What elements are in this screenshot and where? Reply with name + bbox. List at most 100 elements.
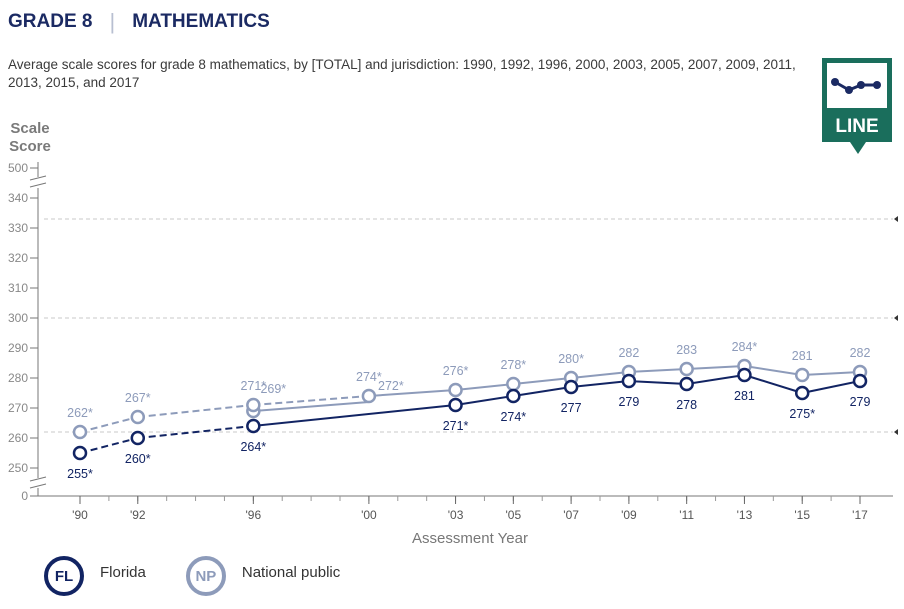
national-public-legend-marker: NP [185, 556, 226, 596]
y-tick-label: 0 [21, 489, 28, 503]
y-tick-label: 290 [8, 341, 28, 355]
national-public-data-label: 280* [558, 352, 584, 366]
national-public-data-label: 276* [443, 364, 469, 378]
national-public-point [246, 397, 261, 413]
florida-data-label: 281 [734, 389, 755, 403]
legend-item-national-public[interactable]: NP National public [185, 556, 341, 596]
florida-data-label: 278 [676, 398, 697, 412]
national-public-data-label: 269* [260, 382, 286, 396]
florida-point [563, 379, 579, 395]
grade-label: GRADE 8 [8, 11, 93, 32]
florida-legend-label: Florida [100, 564, 146, 581]
national-public-data-label: 267* [125, 391, 151, 405]
x-tick-label: '00 [361, 508, 377, 522]
florida-segment [802, 380, 861, 394]
florida-segment [628, 380, 687, 385]
national-public-point [794, 367, 810, 383]
national-public-data-label: 274* [356, 370, 382, 384]
page-header: GRADE 8 | MATHEMATICS [8, 9, 270, 35]
national-public-segment [253, 395, 369, 406]
x-tick-label: '96 [246, 508, 262, 522]
florida-data-label: 279 [618, 395, 639, 409]
florida-data-label: 279 [850, 395, 871, 409]
national-public-segment [744, 365, 803, 376]
national-public-data-label: 284* [732, 340, 758, 354]
florida-point [852, 373, 868, 389]
florida-point [246, 418, 261, 434]
chart-subtitle: Average scale scores for grade 8 mathema… [8, 57, 796, 90]
y-tick-label: 300 [8, 311, 28, 325]
national-public-segment [513, 377, 572, 385]
national-public-point [361, 388, 377, 404]
florida-data-label: 260* [125, 452, 151, 466]
national-public-segment [802, 371, 861, 376]
florida-segment [571, 380, 629, 388]
chart-type-label: LINE [835, 116, 879, 137]
florida-segment [137, 425, 254, 439]
x-tick-label: '03 [448, 508, 464, 522]
florida-point [130, 430, 146, 446]
axis-break-icon [29, 175, 47, 188]
legend: FL Florida NP National public [44, 556, 380, 596]
x-axis-title: Assessment Year [412, 530, 528, 547]
national-public-data-label: 262* [67, 406, 93, 420]
national-public-data-label: 281 [792, 349, 813, 363]
florida-segment [79, 437, 139, 454]
national-public-point [130, 409, 146, 425]
y-tick-label: 330 [8, 221, 28, 235]
x-tick-label: '15 [794, 508, 810, 522]
reference-marker-icon [894, 315, 898, 321]
florida-point [794, 385, 810, 401]
national-public-point [72, 424, 88, 440]
x-tick-label: '13 [737, 508, 753, 522]
y-tick-label: 250 [8, 461, 28, 475]
florida-data-label: 264* [240, 440, 266, 454]
chart-type-line-button[interactable]: LINE [822, 58, 892, 154]
florida-data-label: 274* [500, 410, 526, 424]
x-tick-label: '09 [621, 508, 637, 522]
national-public-data-label: 271* [240, 379, 266, 393]
y-tick-label: 320 [8, 251, 28, 265]
header-separator: | [109, 9, 116, 34]
national-public-data-label: 278* [500, 358, 526, 372]
florida-segment [744, 374, 803, 394]
subject-label: MATHEMATICS [132, 11, 270, 32]
national-public-data-label: 272* [378, 379, 404, 393]
national-public-segment [253, 401, 369, 412]
national-public-segment [628, 368, 687, 373]
y-tick-label: 500 [8, 161, 28, 175]
national-public-segment [571, 371, 629, 379]
national-public-segment [686, 365, 745, 370]
florida-segment [253, 404, 456, 427]
y-tick-label: 280 [8, 371, 28, 385]
florida-point [506, 388, 521, 404]
x-tick-label: '07 [563, 508, 579, 522]
florida-data-label: 275* [789, 407, 815, 421]
florida-data-label: 271* [443, 419, 469, 433]
y-tick-label: 260 [8, 431, 28, 445]
y-axis-title-line2: Score [9, 138, 51, 155]
national-public-data-label: 282 [618, 346, 639, 360]
x-tick-label: '17 [852, 508, 868, 522]
reference-marker-icon [894, 216, 898, 222]
national-public-legend-label: National public [241, 564, 341, 581]
y-tick-label: 270 [8, 401, 28, 415]
national-public-segment [79, 416, 139, 433]
legend-item-florida[interactable]: FL Florida [44, 556, 146, 596]
y-tick-label: 310 [8, 281, 28, 295]
florida-segment [455, 395, 514, 406]
national-public-point [506, 376, 521, 392]
florida-legend-marker: FL [44, 556, 84, 596]
florida-point [621, 373, 637, 389]
florida-point [448, 397, 463, 413]
florida-point [737, 367, 752, 383]
national-public-point [448, 382, 463, 398]
axis-break-icon [29, 476, 47, 489]
x-tick-label: '92 [130, 508, 146, 522]
national-public-segment [455, 383, 514, 391]
y-tick-label: 340 [8, 191, 28, 205]
x-tick-label: '11 [679, 508, 694, 522]
florida-segment [686, 374, 745, 385]
y-axis-title-line1: Scale [10, 120, 49, 137]
